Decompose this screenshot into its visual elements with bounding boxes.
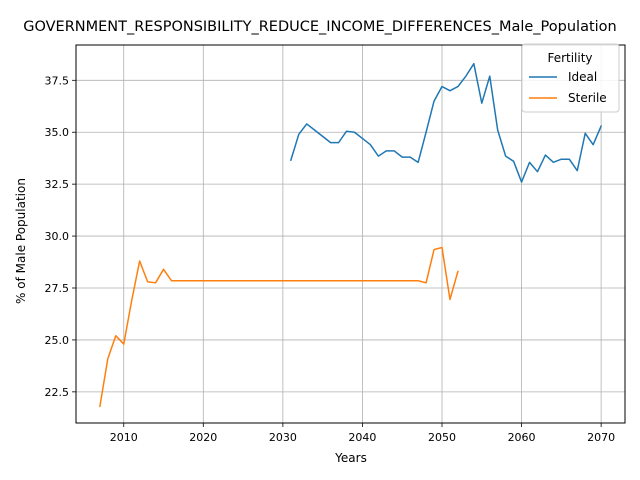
series-lines (99, 62, 602, 408)
y-tick-label: 30.0 (45, 230, 70, 243)
x-axis-label: Years (334, 451, 367, 465)
plot-frame (75, 44, 626, 424)
x-tick-label: 2070 (587, 431, 615, 444)
x-tick-label: 2030 (269, 431, 297, 444)
x-tick-label: 2050 (428, 431, 456, 444)
y-axis-label: % of Male Population (14, 178, 28, 304)
legend-entries: Ideal Sterile (529, 70, 607, 105)
y-tick-label: 35.0 (45, 126, 70, 139)
legend-label-ideal: Ideal (568, 70, 597, 84)
y-tick-label: 27.5 (45, 282, 70, 295)
legend: Fertility Ideal Sterile (521, 43, 620, 113)
x-tick-label: 2010 (110, 431, 138, 444)
x-tick-label: 2060 (508, 431, 536, 444)
y-tick-label: 22.5 (45, 386, 70, 399)
y-tick-label: 25.0 (45, 334, 70, 347)
y-tick-label: 37.5 (45, 74, 70, 87)
series-line-sterile (99, 246, 459, 408)
legend-label-sterile: Sterile (568, 91, 607, 105)
chart-title: GOVERNMENT_RESPONSIBILITY_REDUCE_INCOME_… (23, 19, 617, 35)
legend-title: Fertility (547, 51, 592, 65)
axis-ticks: 2010 2020 2030 2040 2050 2060 2070 22.5 25.0 27.5… (45, 74, 616, 444)
legend-box (521, 43, 620, 113)
x-tick-label: 2020 (189, 431, 217, 444)
series-line-ideal (290, 62, 602, 183)
y-tick-label: 32.5 (45, 178, 70, 191)
x-tick-label: 2040 (348, 431, 376, 444)
